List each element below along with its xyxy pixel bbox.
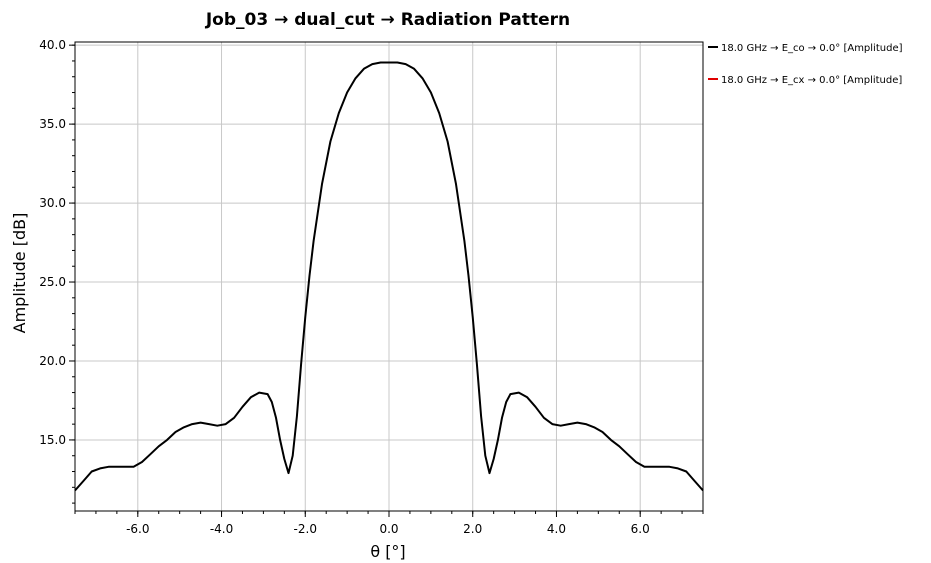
x-tick-label: 2.0 <box>463 522 482 536</box>
y-tick-label: 40.0 <box>39 38 66 52</box>
y-tick-label: 25.0 <box>39 275 66 289</box>
legend-label: 18.0 GHz → E_co → 0.0° [Amplitude] <box>721 43 903 54</box>
legend[interactable]: 18.0 GHz → E_co → 0.0° [Amplitude] 18.0 G… <box>708 43 903 86</box>
series-group <box>74 61 704 492</box>
x-tick-label: 0.0 <box>379 522 398 536</box>
y-axis-ticks: 15.0 20.0 25.0 30.0 35.0 40.0 <box>39 38 75 447</box>
x-tick-label: 6.0 <box>631 522 650 536</box>
legend-item[interactable]: 18.0 GHz → E_cx → 0.0° [Amplitude] <box>708 75 902 86</box>
y-tick-label: 20.0 <box>39 354 66 368</box>
grid-lines <box>75 42 703 511</box>
x-axis-ticks: -6.0 -4.0 -2.0 0.0 2.0 4.0 6.0 <box>126 511 650 536</box>
series-line-e-co <box>74 61 704 492</box>
y-tick-label: 30.0 <box>39 196 66 210</box>
y-axis-label: Amplitude [dB] <box>10 213 29 334</box>
minor-ticks <box>72 44 704 514</box>
y-tick-label: 35.0 <box>39 117 66 131</box>
legend-label: 18.0 GHz → E_cx → 0.0° [Amplitude] <box>721 75 902 86</box>
x-axis-label: θ [°] <box>370 542 405 561</box>
y-tick-label: 15.0 <box>39 433 66 447</box>
x-tick-label: -4.0 <box>210 522 233 536</box>
x-tick-label: 4.0 <box>547 522 566 536</box>
x-tick-label: -2.0 <box>294 522 317 536</box>
legend-item[interactable]: 18.0 GHz → E_co → 0.0° [Amplitude] <box>708 43 903 54</box>
chart-title: Job_03 → dual_cut → Radiation Pattern <box>205 10 570 30</box>
x-tick-label: -6.0 <box>126 522 149 536</box>
